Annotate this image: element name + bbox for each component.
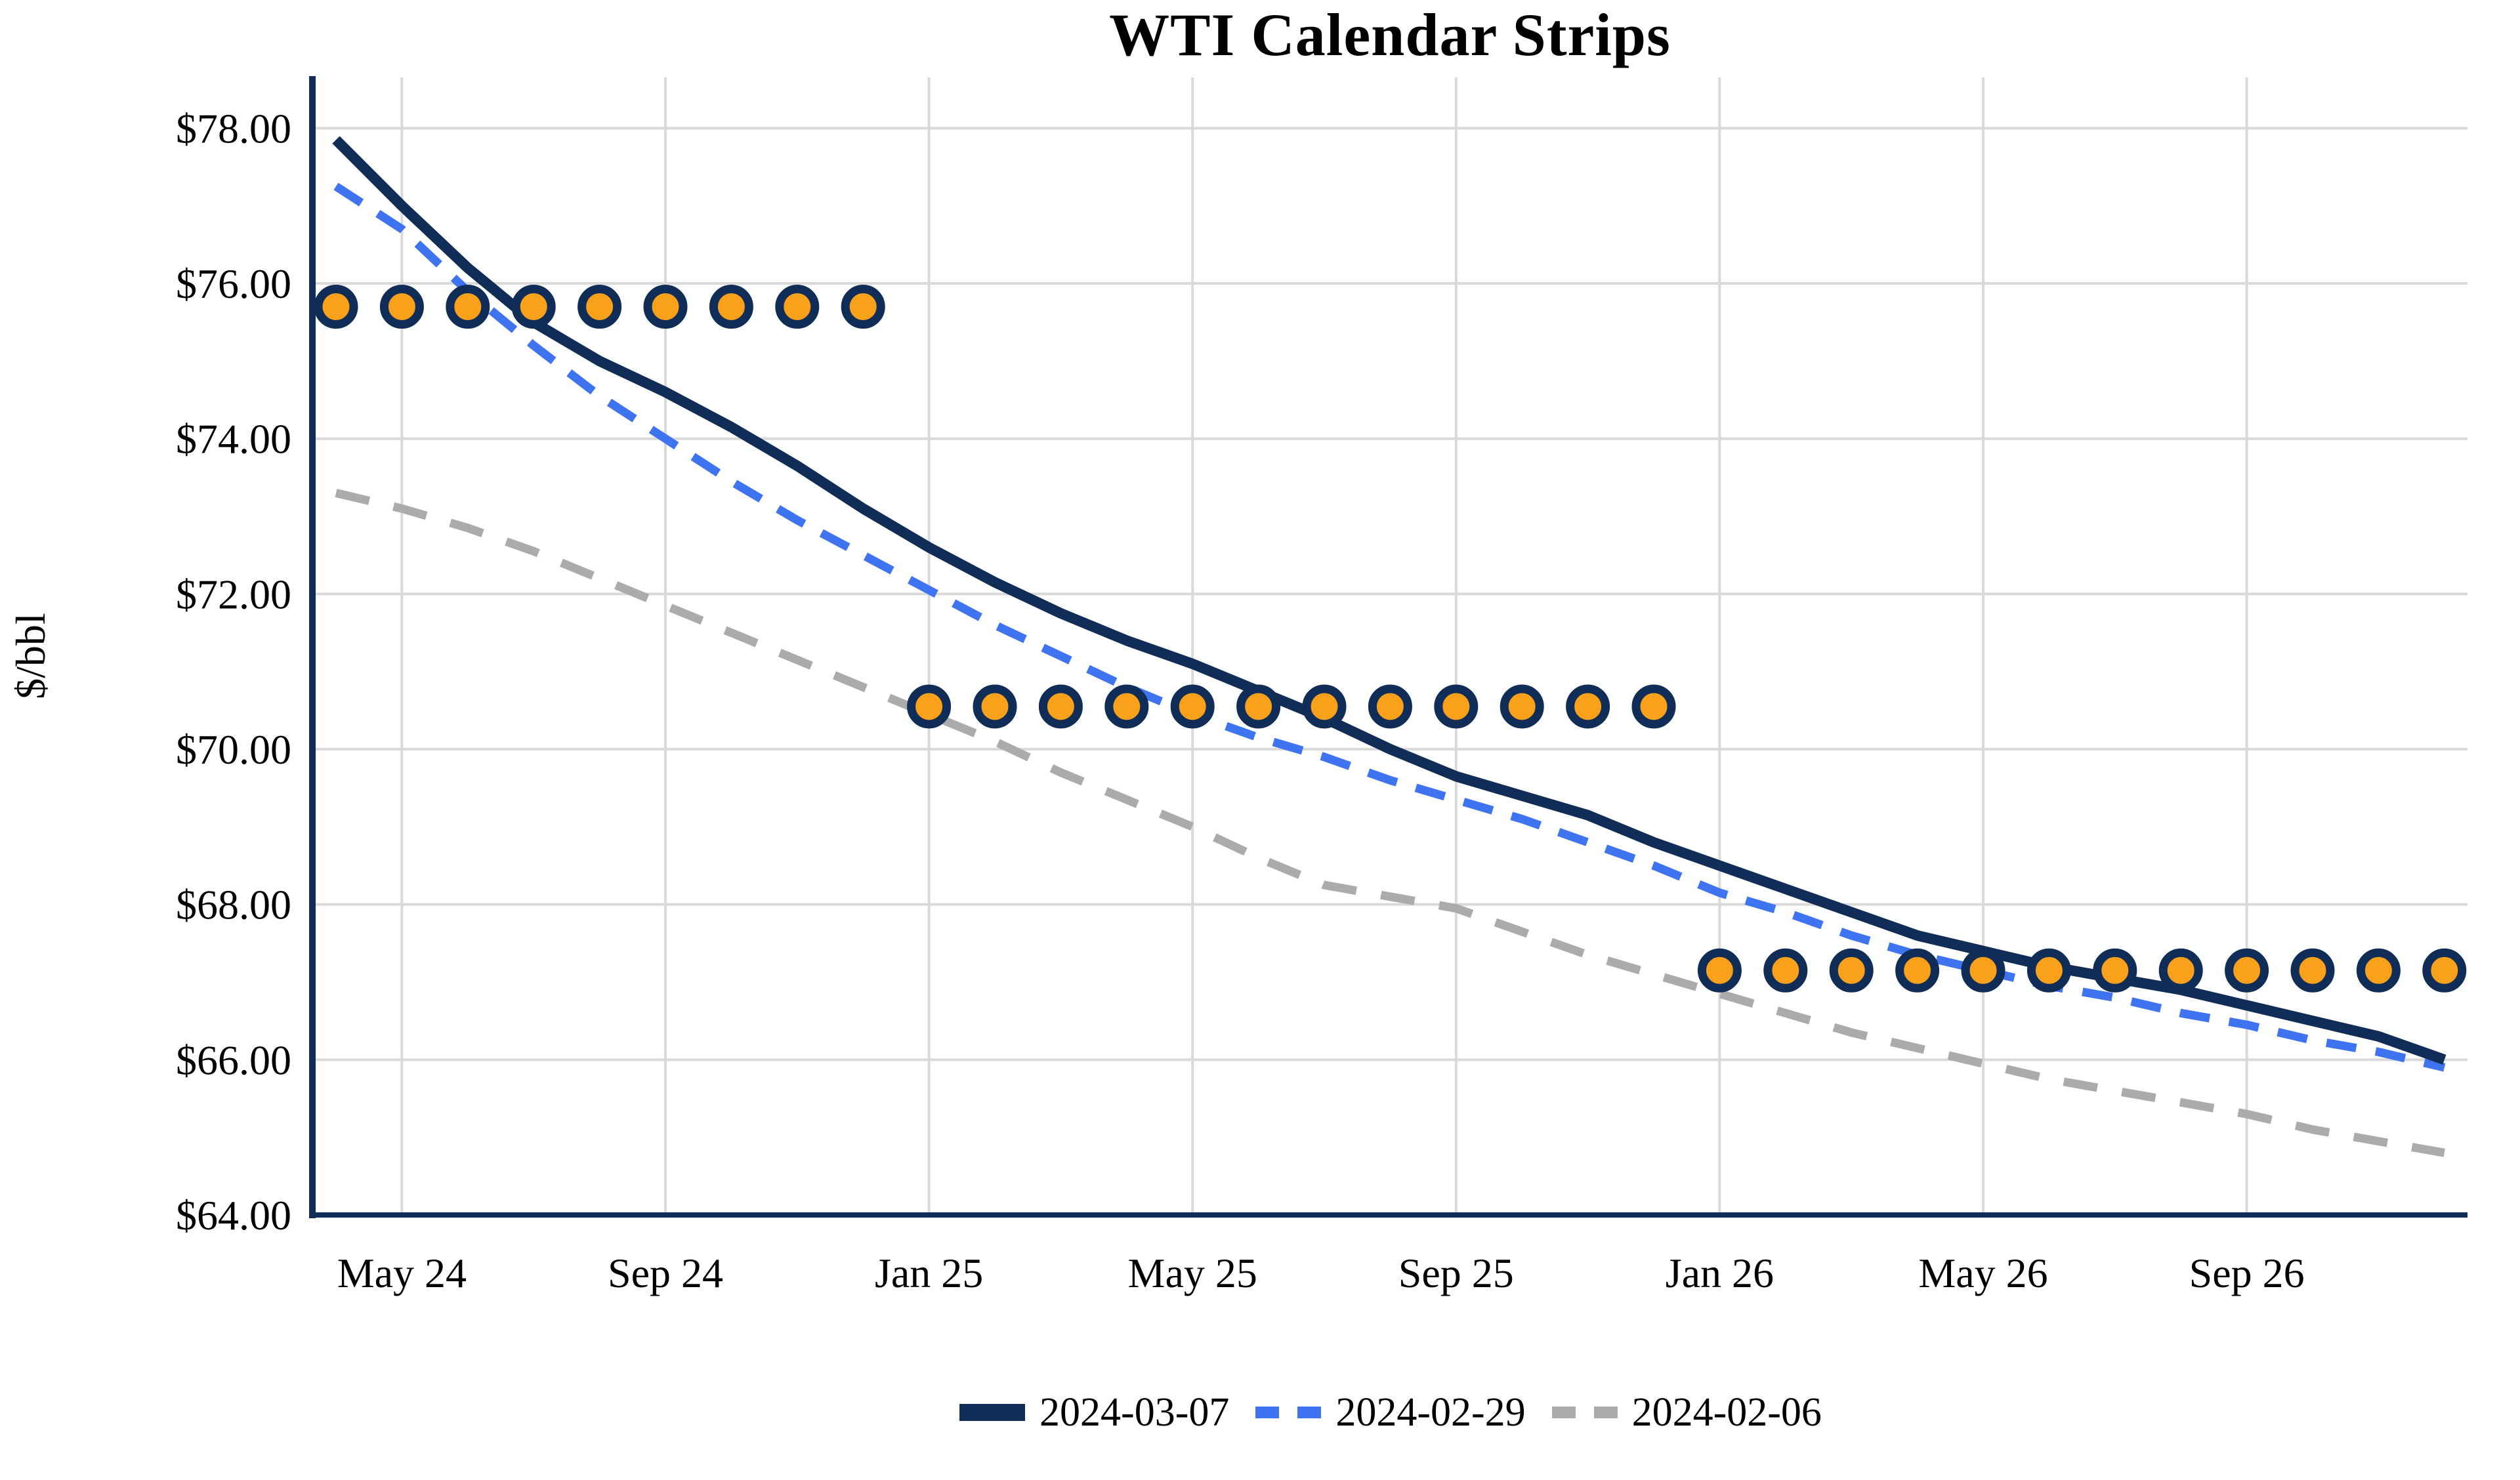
y-tick-label: $74.00 [176, 416, 291, 462]
x-tick-label: May 25 [1128, 1250, 1257, 1296]
x-tick-label: Jan 26 [1666, 1250, 1774, 1296]
strip-marker [1829, 948, 1874, 993]
y-tick-label: $64.00 [176, 1192, 291, 1239]
strip-marker [1566, 684, 1610, 729]
strip-marker [1170, 684, 1215, 729]
legend-item-2024-02-06: 2024-02-06 [1551, 1389, 1822, 1436]
legend-item-2024-03-07: 2024-03-07 [958, 1389, 1229, 1436]
y-tick-label: $76.00 [176, 260, 291, 307]
strip-marker [775, 285, 820, 329]
legend: 2024-03-07 2024-02-29 2024-02-06 [312, 1370, 2468, 1455]
legend-swatch-dashed-line [1551, 1407, 1618, 1418]
strip-marker [578, 285, 622, 329]
strip-marker [2290, 948, 2335, 993]
legend-label: 2024-03-07 [1040, 1389, 1230, 1435]
legend-item-2024-02-29: 2024-02-29 [1254, 1389, 1526, 1436]
strip-marker [907, 684, 952, 729]
calendar-strip-2025 [907, 684, 1676, 729]
strip-marker [1236, 684, 1281, 729]
x-tick-label: May 24 [337, 1250, 467, 1296]
strip-marker [446, 285, 490, 329]
strip-marker [2225, 948, 2269, 993]
series-line-2024-03-07 [332, 136, 2446, 1065]
strip-marker [1697, 948, 1742, 993]
y-tick-label: $72.00 [176, 571, 291, 617]
x-tick-label: May 26 [1918, 1250, 2048, 1296]
strip-marker [1368, 684, 1412, 729]
series-line-2024-02-29 [333, 182, 2446, 1072]
strip-marker [709, 285, 753, 329]
strip-marker [1631, 684, 1676, 729]
y-tick-label: $70.00 [176, 726, 291, 773]
calendar-strip-2024 [314, 285, 885, 329]
series-line-2024-02-06 [335, 489, 2445, 1157]
calendar-strip-2026 [1697, 948, 2467, 993]
strip-marker [2422, 948, 2467, 993]
legend-swatch-solid-line [959, 1404, 1026, 1421]
chart-title: WTI Calendar Strips [1109, 1, 1671, 68]
strip-marker [643, 285, 688, 329]
legend-swatch-dashed-line [1255, 1407, 1322, 1418]
strip-marker [1500, 684, 1544, 729]
strip-marker [2356, 948, 2401, 993]
y-tick-label: $78.00 [176, 105, 291, 152]
strip-marker [1434, 684, 1479, 729]
strip-marker [1038, 684, 1083, 729]
strip-marker [314, 285, 358, 329]
x-tick-label: Jan 25 [875, 1250, 983, 1296]
strip-marker [1104, 684, 1149, 729]
legend-label: 2024-02-06 [1631, 1389, 1822, 1435]
x-tick-label: Sep 24 [608, 1250, 723, 1296]
strip-marker [841, 285, 885, 329]
x-tick-label: Sep 25 [1398, 1250, 1514, 1296]
strip-marker [1961, 948, 2006, 993]
strip-marker [973, 684, 1017, 729]
legend-label: 2024-02-29 [1335, 1389, 1526, 1435]
strip-marker [1895, 948, 1940, 993]
y-tick-label: $68.00 [176, 882, 291, 928]
strip-marker [511, 285, 556, 329]
strip-marker [379, 285, 424, 329]
strip-marker [2093, 948, 2137, 993]
y-tick-label: $66.00 [176, 1037, 291, 1083]
x-tick-label: Sep 26 [2189, 1250, 2305, 1296]
strip-marker [2158, 948, 2203, 993]
strip-marker [1763, 948, 1808, 993]
strip-marker [1302, 684, 1347, 729]
strip-marker [2026, 948, 2071, 993]
